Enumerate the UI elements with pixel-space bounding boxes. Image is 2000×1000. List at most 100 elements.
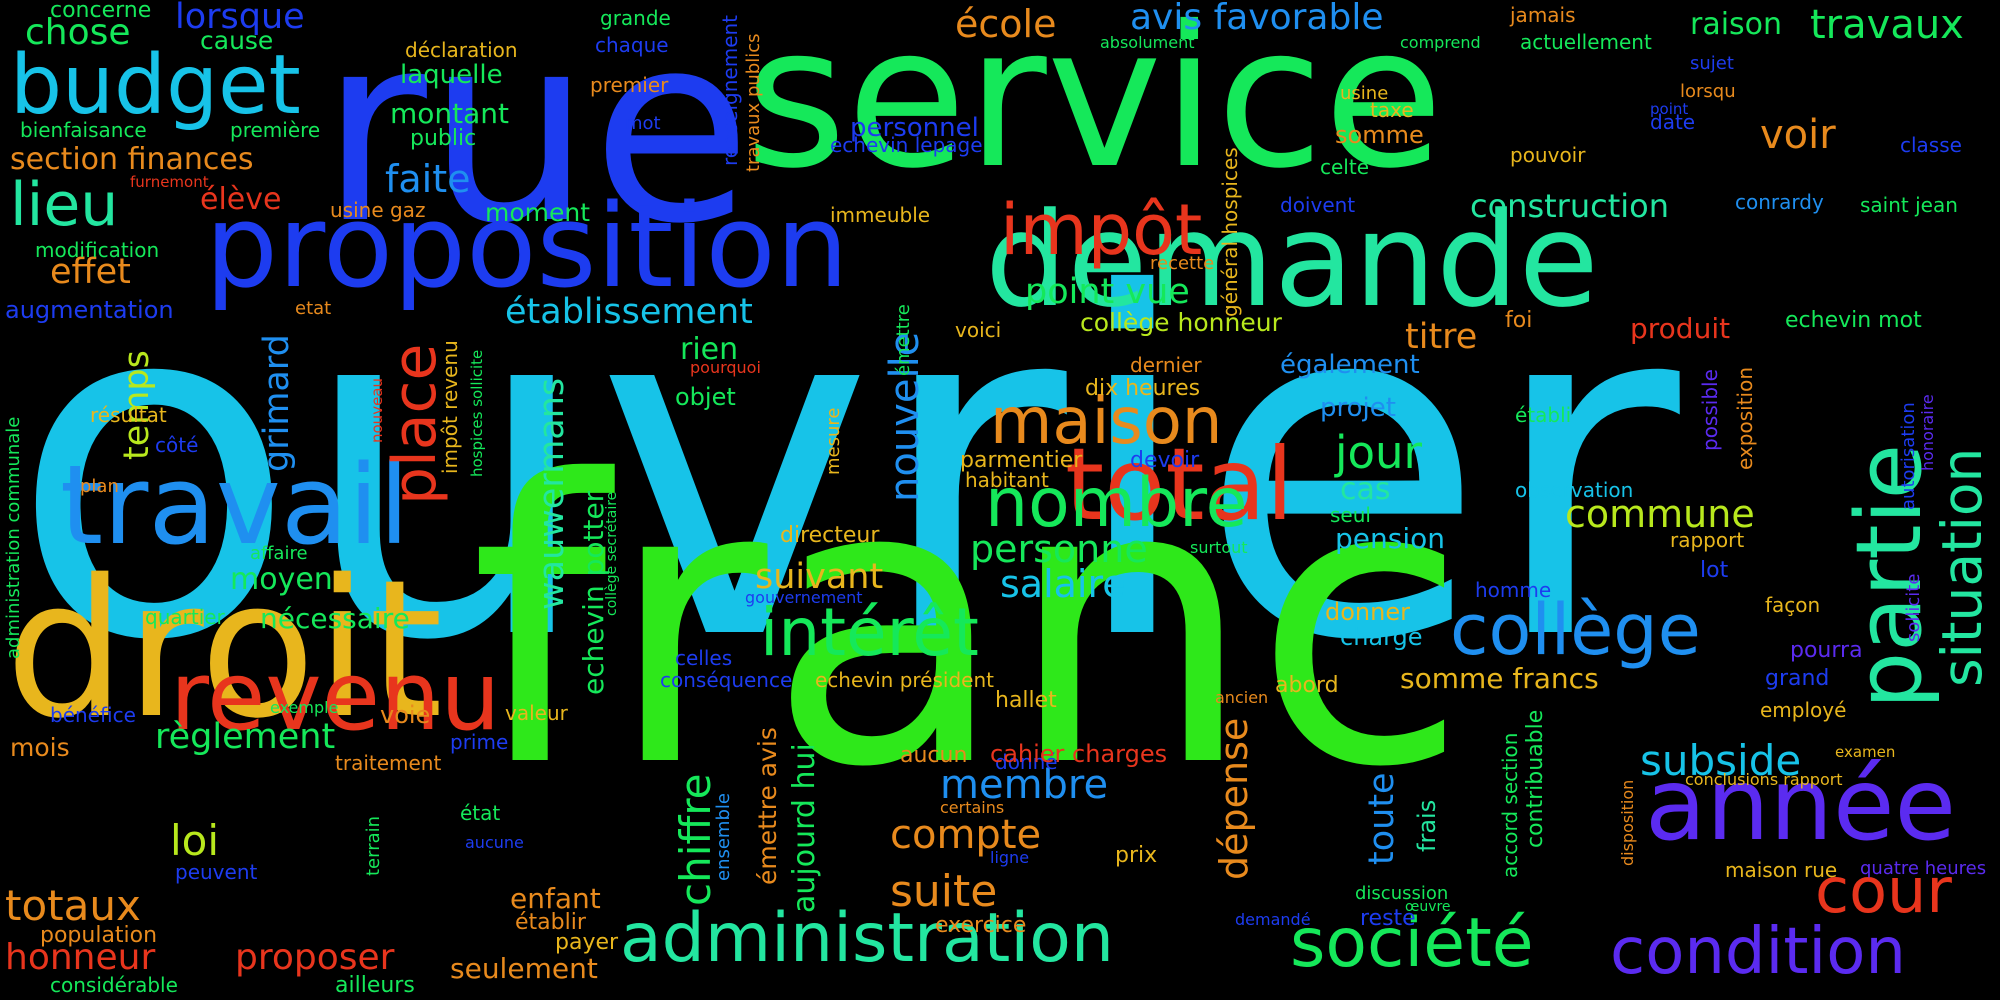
word-toute: toute: [1362, 772, 1402, 865]
word-echevin-president: echevin président: [815, 668, 994, 692]
word-surtout: surtout: [1190, 538, 1248, 557]
word-ouvrier: ouvrier: [10, 196, 1680, 743]
word-modification: modification: [35, 238, 160, 262]
word-ecole: école: [955, 2, 1057, 46]
word-prix: prix: [1115, 843, 1158, 868]
word-resultat: résultat: [90, 403, 167, 427]
word-etablissement: établissement: [505, 292, 753, 332]
word-place: place: [380, 343, 450, 505]
word-suivant: suivant: [755, 557, 884, 597]
word-egalement: également: [1280, 350, 1420, 380]
word-valeur: valeur: [505, 701, 568, 725]
word-pourquoi: pourquoi: [690, 358, 761, 377]
word-jour: jour: [1335, 426, 1423, 479]
word-sujet: sujet: [1690, 53, 1734, 74]
word-aucun: aucun: [900, 743, 968, 768]
word-considerable: considérable: [50, 973, 178, 997]
word-etat: etat: [295, 298, 332, 319]
word-examen: examen: [1835, 743, 1896, 761]
word-etabli: établi: [1515, 403, 1572, 427]
word-cour: cour: [1815, 854, 1952, 927]
word-hospices-sollicite: hospices sollicite: [468, 349, 486, 477]
word-rue: rue: [320, 0, 752, 281]
word-demande: demandé: [1235, 910, 1311, 929]
word-raison: raison: [1690, 7, 1783, 42]
word-premier: premier: [590, 73, 669, 97]
word-ligne: ligne: [990, 848, 1030, 867]
word-observation: observation: [1515, 478, 1634, 502]
word-college-honneur: collège honneur: [1080, 308, 1282, 337]
word-mot: mot: [625, 113, 661, 134]
word-augmentation: augmentation: [5, 296, 174, 324]
word-celte: celte: [1320, 155, 1370, 179]
word-prime: prime: [450, 730, 509, 754]
word-terrain: terrain: [363, 815, 384, 876]
word-traitement: traitement: [335, 751, 442, 775]
word-effet: effet: [50, 252, 131, 292]
word-interet: intérêt: [760, 594, 979, 671]
word-population: population: [40, 923, 158, 948]
word-immeuble: immeuble: [830, 203, 931, 227]
word-produit: produit: [1630, 312, 1731, 345]
word-moyen: moyen: [230, 562, 333, 597]
word-cause: cause: [200, 26, 274, 55]
word-grande: grande: [600, 6, 671, 30]
word-public: public: [410, 126, 477, 151]
word-depense: dépense: [1212, 717, 1256, 880]
word-compte: compte: [890, 812, 1042, 858]
word-administration-communale: administration communale: [3, 416, 24, 660]
word-saint-jean: saint jean: [1860, 193, 1958, 217]
word-discussion: discussion: [1355, 883, 1449, 904]
word-travaux: travaux: [1810, 2, 1964, 48]
word-college-secretaire: collège secrétaire: [604, 491, 620, 617]
word-plan: plan: [80, 476, 119, 497]
word-accord-section: accord section: [1498, 732, 1522, 878]
word-exposition: exposition: [1733, 366, 1757, 470]
word-suite: suite: [890, 866, 998, 917]
word-administration: administration: [620, 899, 1114, 978]
word-voici: voici: [955, 318, 1002, 342]
word-commune: commune: [1565, 492, 1755, 536]
word-maison: maison: [990, 385, 1223, 459]
word-payer: payer: [555, 930, 619, 955]
word-donne: donné: [995, 750, 1058, 774]
word-moment: moment: [485, 198, 591, 227]
word-seulement: seulement: [450, 952, 598, 985]
word-echevin-lepage: echevin lepage: [830, 133, 983, 157]
word-condition: condition: [1610, 915, 1906, 989]
word-somme-francs: somme francs: [1400, 662, 1599, 695]
word-oeuvre: œuvre: [1405, 899, 1451, 915]
word-mesure: mesure: [823, 407, 844, 475]
word-grimard: grimard: [257, 334, 297, 472]
word-aujourd-hui: aujourd hui: [787, 743, 822, 913]
word-eleve: élève: [200, 182, 282, 217]
word-usine-gaz: usine gaz: [330, 198, 426, 222]
word-dernier: dernier: [1130, 353, 1202, 377]
word-annee: année: [1645, 746, 1957, 863]
word-conrardy: conrardy: [1735, 190, 1824, 214]
word-echevin-mot: echevin mot: [1785, 308, 1922, 333]
word-voie: voie: [380, 701, 431, 729]
word-grand: grand: [1765, 666, 1830, 691]
word-college: collège: [1450, 589, 1701, 671]
word-travaux-publics: travaux publics: [743, 33, 764, 173]
word-pouvoir: pouvoir: [1510, 143, 1586, 167]
word-personnel: personnel: [850, 113, 979, 143]
word-proposition: proposition: [205, 180, 849, 314]
word-situation: situation: [1930, 447, 1994, 687]
word-general-hospices: général hospices: [1218, 147, 1242, 317]
word-nombre: nombre: [985, 464, 1248, 543]
word-cahier-charges: cahier charges: [990, 740, 1168, 768]
word-ensemble: ensemble: [713, 793, 734, 882]
word-recette: recette: [1150, 253, 1215, 274]
word-rien: rien: [680, 332, 739, 367]
word-laquelle: laquelle: [400, 60, 503, 90]
word-cote: côté: [155, 433, 199, 457]
word-somme: somme: [1335, 121, 1424, 149]
word-rapport: rapport: [1670, 528, 1745, 552]
word-objet: objet: [675, 383, 736, 411]
word-devoir: devoir: [1130, 448, 1200, 473]
word-concerne: concerne: [50, 0, 152, 23]
word-honneur: honneur: [5, 937, 156, 978]
word-chiffre: chiffre: [671, 773, 720, 907]
